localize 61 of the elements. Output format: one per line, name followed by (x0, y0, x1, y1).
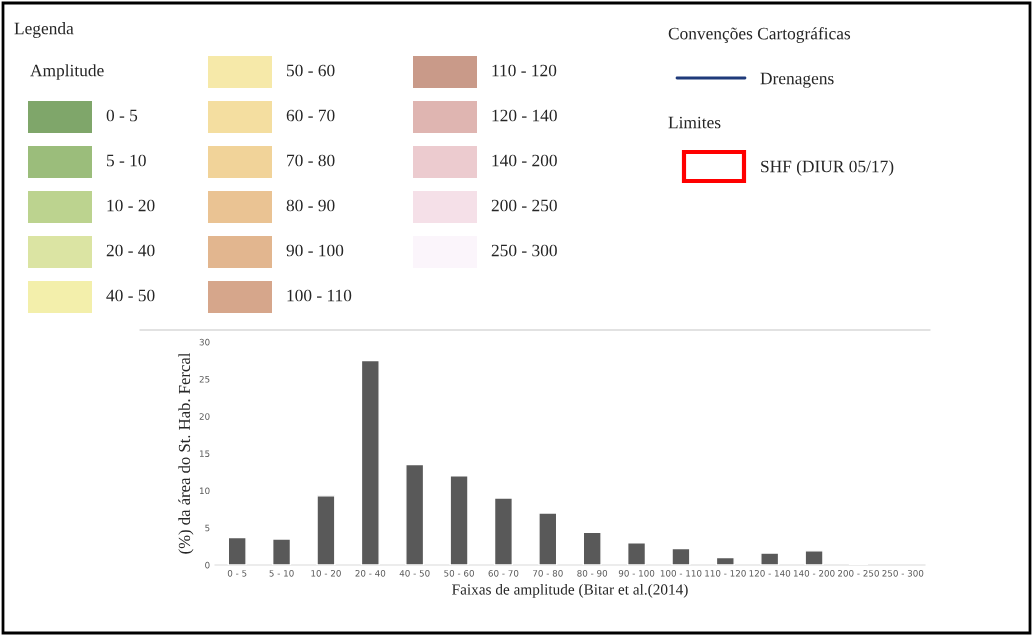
y-tick-label: 20 (199, 413, 210, 420)
x-tick-label: 0 - 5 (227, 570, 247, 577)
x-tick-label: 100 - 110 (660, 570, 702, 577)
text: Drenagens (760, 72, 834, 88)
x-tick-label: 60 - 70 (488, 570, 519, 577)
y-tick-label: 0 (205, 561, 210, 569)
bar (405, 463, 425, 565)
bar (360, 359, 380, 565)
text: 40 - 50 (106, 289, 155, 302)
text: 100 - 110 (287, 289, 352, 302)
text: 60 - 70 (286, 109, 335, 122)
x-tick-label: 40 - 50 (399, 570, 430, 577)
x-tick-label: 250 - 300 (882, 570, 924, 577)
text: SHF (DIUR 05/17) (761, 160, 894, 176)
text: 80 - 90 (286, 199, 335, 212)
y-tick-label: 25 (199, 376, 210, 383)
text: 20 - 40 (106, 244, 155, 257)
text: 50 - 60 (287, 64, 335, 77)
bar (671, 547, 691, 565)
x-tick-label: 200 - 250 (838, 570, 879, 577)
y-tick-label: 5 (205, 524, 210, 532)
text: Legenda (14, 22, 74, 38)
text: 90 - 100 (286, 244, 344, 257)
bar (538, 512, 558, 565)
bar (493, 497, 514, 565)
text: 70 - 80 (287, 154, 335, 167)
text: 200 - 250 (491, 199, 557, 212)
text: 110 - 120 (492, 64, 557, 77)
x-tick-label: 140 - 200 (793, 570, 835, 577)
text: 140 - 200 (492, 154, 557, 167)
text: Convenções Cartográficas (668, 27, 851, 43)
y-tick-label: 15 (199, 450, 210, 457)
x-tick-label: 110 - 120 (705, 570, 746, 577)
bar (227, 536, 247, 565)
text: 5 - 10 (107, 154, 146, 167)
text: Limites (668, 116, 721, 129)
y-axis-title: (%) da área do St. Hab. Fercal (178, 352, 194, 554)
bar (804, 550, 824, 565)
y-tick-label: 30 (199, 338, 210, 346)
bar (316, 495, 336, 565)
text: 10 - 20 (107, 199, 155, 212)
x-axis-title: Faixas de amplitude (Bitar et al.(2014) (452, 583, 688, 598)
bar (271, 538, 292, 565)
bar (626, 542, 647, 565)
bar (715, 556, 735, 565)
text: 0 - 5 (106, 109, 138, 122)
text: Amplitude (30, 64, 104, 80)
bar (449, 475, 469, 565)
x-tick-label: 5 - 10 (269, 570, 294, 577)
x-tick-label: 10 - 20 (311, 570, 341, 577)
bar (582, 531, 602, 565)
text: 120 - 140 (492, 109, 557, 122)
x-tick-label: 70 - 80 (533, 570, 563, 577)
bar (760, 552, 780, 565)
x-tick-label: 50 - 60 (444, 570, 474, 577)
x-tick-label: 90 - 100 (618, 570, 655, 577)
text: 250 - 300 (491, 244, 557, 257)
x-tick-label: 80 - 90 (577, 570, 608, 577)
y-tick-label: 10 (199, 487, 210, 495)
x-tick-label: 20 - 40 (355, 570, 386, 577)
x-tick-label: 120 - 140 (749, 570, 791, 577)
